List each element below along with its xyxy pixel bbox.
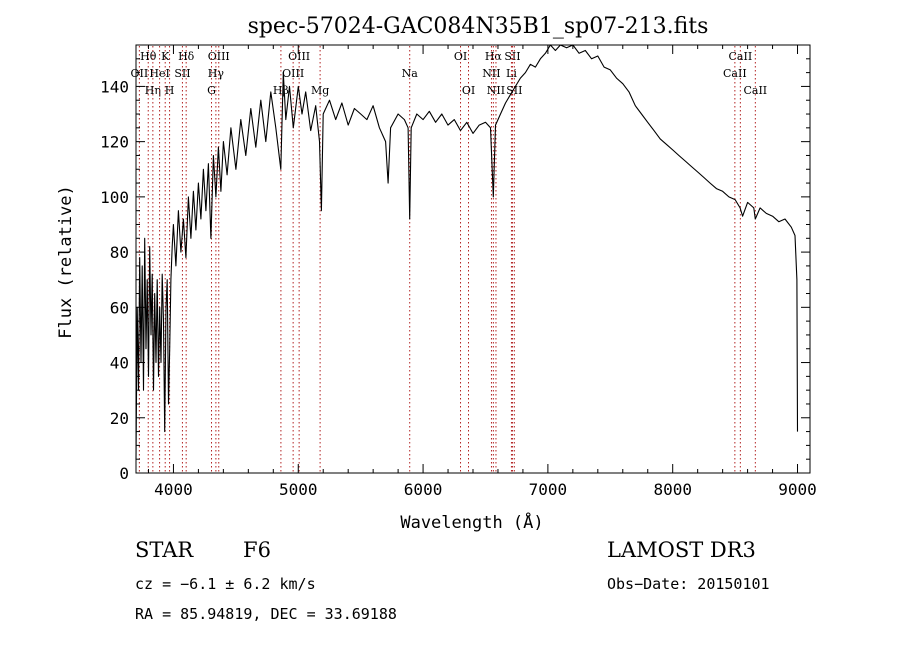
line-label-22: NII: [487, 84, 505, 97]
spectrum-plot: [135, 44, 799, 460]
ra-dec-coordinates: RA = 85.94819, DEC = 33.69188: [135, 605, 397, 623]
y-tick-label-0: 0: [119, 464, 129, 483]
y-axis-label: Flux (relative): [56, 185, 76, 339]
y-tick-label-40: 40: [110, 354, 129, 373]
line-label-6: Hδ: [178, 50, 195, 63]
spectrum-line-0: [135, 44, 799, 460]
survey-name: LAMOST DR3: [607, 538, 756, 562]
x-tick-label-5000: 5000: [279, 480, 318, 499]
object-class: STAR: [135, 538, 194, 562]
y-tick-label-100: 100: [100, 188, 129, 207]
x-tick-label-4000: 4000: [154, 480, 193, 499]
y-tick-label-80: 80: [110, 243, 129, 262]
line-label-11: OIII: [288, 50, 310, 63]
y-tick-label-140: 140: [100, 77, 129, 96]
emission-line-markers: Hθ OII Hη K HeI H Hδ SII OIII Hγ G OIII OIII Hβ Mg Na OI…: [131, 46, 767, 472]
plot-frame: [135, 44, 811, 474]
line-label-23: SII: [506, 84, 522, 97]
line-label-3: K: [161, 50, 170, 63]
line-label-20: NII: [482, 67, 500, 80]
line-label-13: Hβ: [273, 84, 289, 97]
line-label-1: OII: [131, 67, 149, 80]
y-tick-label-120: 120: [100, 133, 129, 152]
line-label-10: G: [207, 84, 216, 97]
line-label-2: Hη: [145, 84, 161, 97]
redshift-cz: cz = −6.1 ± 6.2 km/s: [135, 575, 316, 593]
y-tick-label-60: 60: [110, 298, 129, 317]
line-label-9: Hγ: [208, 67, 225, 80]
line-label-21: Li: [506, 67, 517, 80]
object-subclass: F6: [243, 538, 271, 562]
line-label-14: Mg: [311, 84, 329, 97]
line-label-17: OI: [462, 84, 475, 97]
y-tick-label-20: 20: [110, 409, 129, 428]
chart-title: spec-57024-GAC084N35B1_sp07-213.fits: [248, 14, 709, 39]
x-tick-label-6000: 6000: [404, 480, 443, 499]
line-label-19: SII: [504, 50, 520, 63]
x-tick-label-7000: 7000: [529, 480, 568, 499]
line-label-16: OI: [454, 50, 467, 63]
axis-ticks: 4000 5000 6000 7000 8000 9000 0 20 40 60 80 100 120 1…: [100, 44, 817, 499]
line-label-0: Hθ: [140, 50, 157, 63]
line-label-26: CaII: [743, 84, 767, 97]
line-label-25: CaII: [723, 67, 747, 80]
line-label-24: CaII: [729, 50, 753, 63]
line-label-12: OIII: [282, 67, 304, 80]
x-tick-label-9000: 9000: [778, 480, 817, 499]
line-label-7: SII: [174, 67, 190, 80]
line-label-5: H: [165, 84, 175, 97]
line-label-15: Na: [402, 67, 419, 80]
line-label-4: HeI: [149, 67, 169, 80]
line-label-8: OIII: [208, 50, 230, 63]
line-label-18: Hα: [485, 50, 503, 63]
observation-date: Obs−Date: 20150101: [607, 575, 770, 593]
x-tick-label-8000: 8000: [653, 480, 692, 499]
x-axis-label: Wavelength (Å): [400, 511, 543, 533]
